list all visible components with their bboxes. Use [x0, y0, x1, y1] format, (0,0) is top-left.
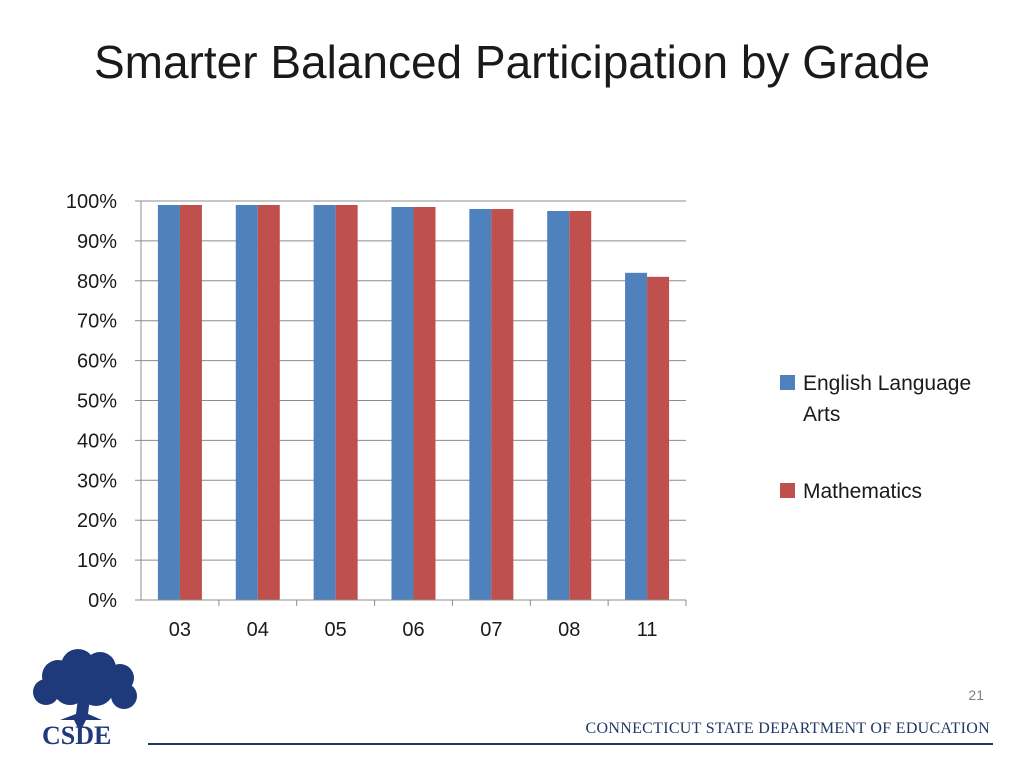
y-tick-label: 70%	[77, 311, 117, 333]
footer-department-name: CONNECTICUT STATE DEPARTMENT OF EDUCATIO…	[585, 720, 990, 737]
legend-swatch-math	[780, 483, 795, 498]
legend-label-math: Mathematics	[803, 480, 923, 503]
y-tick-label: 50%	[77, 391, 117, 413]
legend-item-math: Mathematics	[780, 476, 1000, 507]
page-number: 21	[968, 687, 984, 703]
y-tick-label: 80%	[77, 271, 117, 293]
x-tick-label: 07	[480, 619, 502, 641]
legend-item-ela: English Language Arts	[780, 368, 1000, 430]
bar-math	[569, 210, 592, 600]
y-tick-label: 10%	[77, 550, 117, 572]
bar-ela	[313, 204, 336, 601]
bar-math	[647, 276, 670, 600]
y-tick-label: 100%	[66, 191, 117, 213]
y-tick-label: 90%	[77, 231, 117, 253]
x-tick-label: 06	[402, 619, 424, 641]
legend-label-ela: English Language Arts	[803, 372, 972, 426]
csde-logo: CSDE	[33, 649, 137, 748]
slide-title: Smarter Balanced Participation by Grade	[93, 36, 931, 88]
x-tick-label: 08	[558, 619, 580, 641]
tree-icon	[33, 649, 137, 732]
bar-math	[413, 206, 436, 601]
x-tick-label: 03	[169, 619, 191, 641]
y-tick-label: 40%	[77, 430, 117, 452]
y-tick-label: 20%	[77, 510, 117, 532]
bar-ela	[157, 204, 180, 601]
x-tick-label: 05	[325, 619, 347, 641]
bars	[157, 204, 670, 601]
bar-math	[335, 204, 358, 601]
logo-text: CSDE	[42, 721, 111, 748]
y-tick-label: 0%	[88, 590, 117, 612]
footer-rule	[148, 743, 993, 745]
chart-legend: English Language Arts Mathematics	[780, 368, 1000, 507]
bar-ela	[235, 204, 258, 601]
y-tick-label: 30%	[77, 470, 117, 492]
x-tick-label: 04	[247, 619, 269, 641]
axes: 0% 10% 20% 30% 40% 50% 60% 70% 80% 90% 100% 03 04 05 0…	[66, 191, 687, 641]
y-tick-label: 60%	[77, 351, 117, 373]
legend-swatch-ela	[780, 375, 795, 390]
bar-math	[257, 204, 280, 601]
bar-ela	[469, 208, 492, 601]
bar-math	[491, 208, 514, 601]
bar-ela	[547, 210, 570, 600]
bar-ela	[391, 206, 414, 601]
bar-ela	[625, 272, 648, 600]
bar-math	[179, 204, 202, 601]
x-tick-label: 11	[637, 619, 658, 641]
